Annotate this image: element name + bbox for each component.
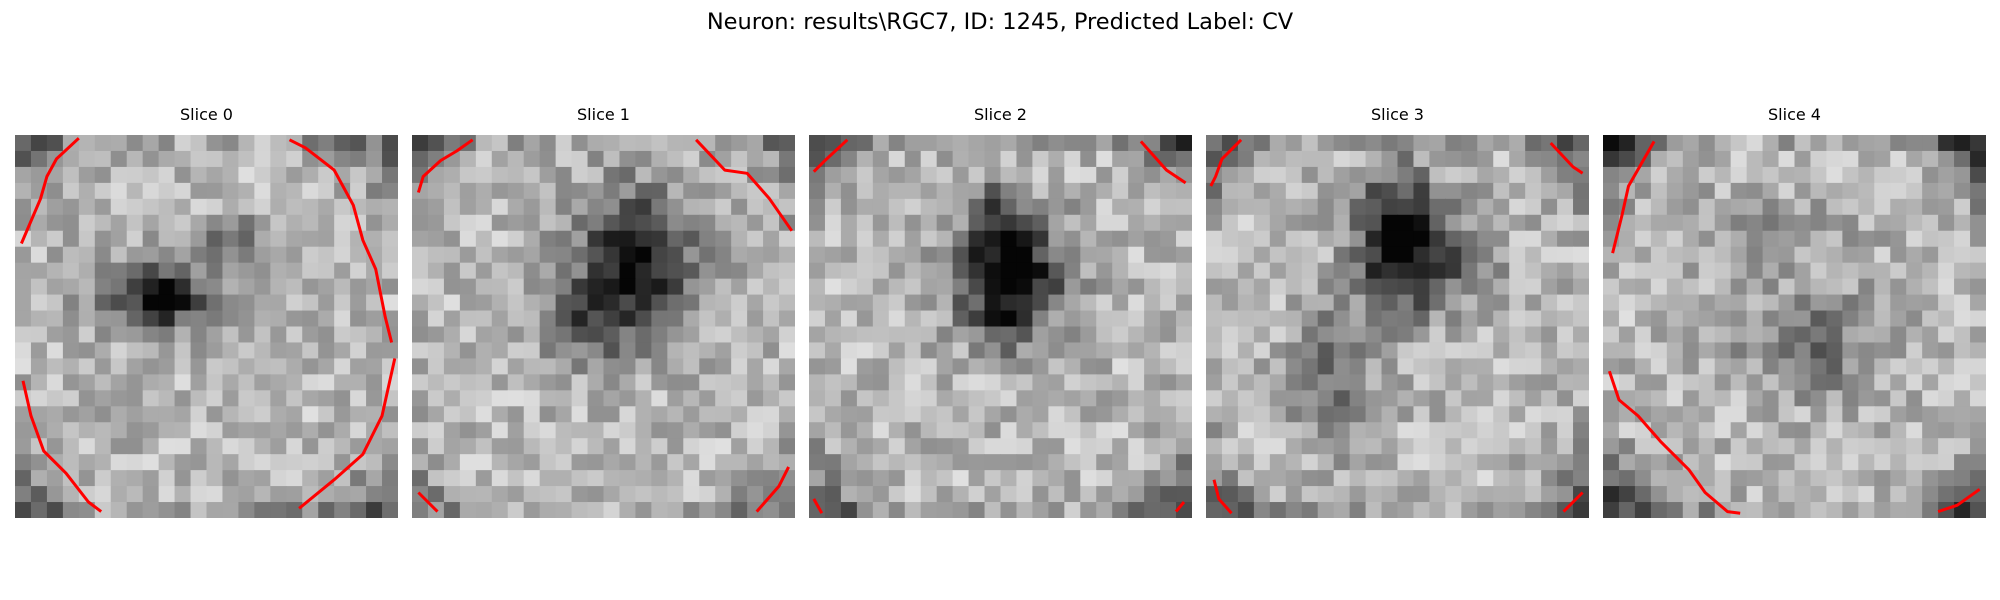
slice-image <box>15 135 398 518</box>
contour-line <box>1937 488 1981 514</box>
slice-svg <box>1206 135 1589 518</box>
contour-line <box>1562 491 1584 513</box>
figure-title: Neuron: results\RGC7, ID: 1245, Predicte… <box>706 9 1294 35</box>
slice-image <box>1206 135 1589 518</box>
slice-panel-4: Slice 4 <box>1603 104 1986 520</box>
slice-title: Slice 2 <box>974 105 1027 124</box>
contour-line <box>1139 140 1187 185</box>
contour-line <box>1549 141 1584 175</box>
slice-pixels <box>1206 135 1589 518</box>
slice-panel-1: Slice 1 <box>412 104 795 520</box>
slice-pixels <box>412 135 795 518</box>
contour-line <box>417 491 439 513</box>
contour-line <box>1212 479 1233 515</box>
contour-line <box>755 466 790 513</box>
contour-line <box>1607 370 1741 515</box>
contour-line <box>288 138 394 343</box>
slice-panel-3: Slice 3 <box>1206 104 1589 520</box>
slice-panel-2: Slice 2 <box>809 104 1192 520</box>
slice-svg <box>412 135 795 518</box>
slice-pixels <box>15 135 398 518</box>
slice-image <box>1603 135 1986 518</box>
contour-line <box>812 498 824 514</box>
slice-image <box>412 135 795 518</box>
slice-title: Slice 1 <box>577 105 630 124</box>
slice-pixels <box>809 135 1192 518</box>
slice-title: Slice 0 <box>180 105 233 124</box>
slice-svg <box>809 135 1192 518</box>
contour-line <box>695 138 794 232</box>
contour-line <box>1209 138 1243 187</box>
slice-pixels <box>1603 135 1986 518</box>
slice-panel-0: Slice 0 <box>15 104 398 520</box>
contour-line <box>416 138 474 193</box>
contour-line <box>21 380 103 513</box>
slice-title: Slice 4 <box>1768 105 1821 124</box>
slice-title: Slice 3 <box>1371 105 1424 124</box>
slice-svg <box>1603 135 1986 518</box>
slice-image <box>809 135 1192 518</box>
slice-svg <box>15 135 398 518</box>
contour-line <box>1611 140 1656 254</box>
contour-line <box>1174 501 1186 513</box>
contour-line <box>298 358 397 510</box>
contour-line <box>20 137 80 245</box>
contour-line <box>812 138 849 173</box>
